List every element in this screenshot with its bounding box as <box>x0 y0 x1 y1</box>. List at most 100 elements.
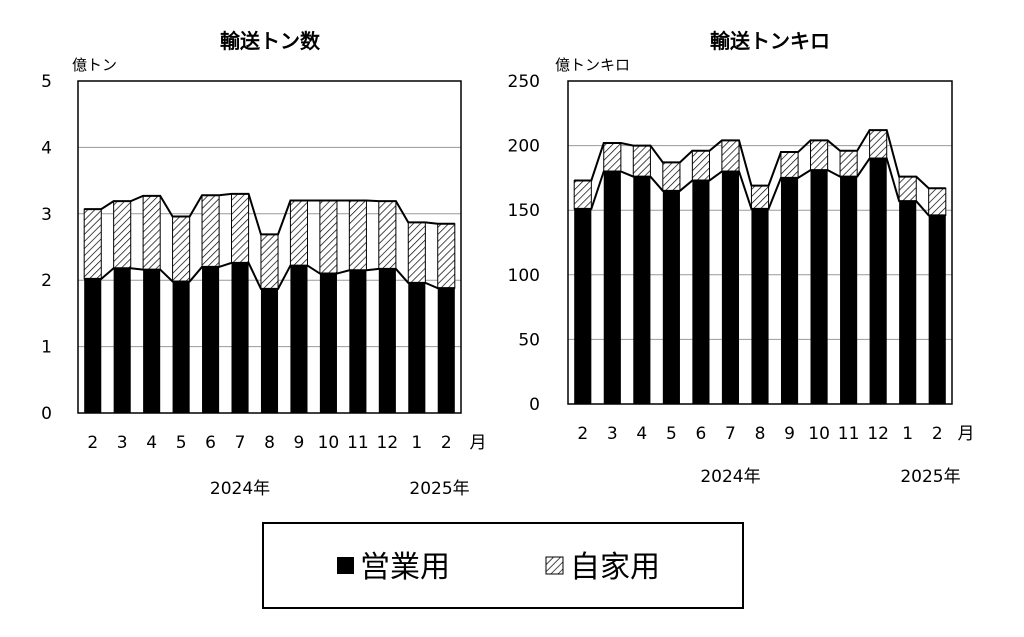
c0-xtick-label: 12 <box>377 433 399 453</box>
c0-bar-commercial <box>113 268 131 413</box>
c0-xtick-label: 2 <box>441 433 452 453</box>
legend-swatch-private <box>545 556 564 575</box>
c0-plot-frame <box>77 80 462 414</box>
legend-swatch-commercial <box>337 557 354 574</box>
c1-bar-commercial <box>928 215 946 404</box>
c0-bar-commercial <box>172 281 190 413</box>
c1-bar-commercial <box>810 170 828 404</box>
legend-box <box>262 522 744 609</box>
c1-bar-private <box>898 176 917 202</box>
c1-line-commercial <box>574 157 946 217</box>
c0-bar-commercial <box>231 262 249 413</box>
c1-xtick-label: 6 <box>696 424 707 444</box>
c0-bar-private <box>201 194 220 268</box>
c0-xtick-label: 6 <box>205 433 216 453</box>
c1-bar-commercial <box>662 190 680 404</box>
c0-bar-commercial <box>437 288 455 413</box>
c0-bar-private <box>289 200 309 267</box>
legend-label-commercial: 営業用 <box>360 550 450 585</box>
c0-bar-private <box>142 195 161 271</box>
c1-bar-commercial <box>869 158 887 404</box>
legend: 営業用 自家用 <box>262 522 744 609</box>
c0-ytick-label: 5 <box>41 72 52 92</box>
c0-xtick-label: 2 <box>87 433 98 453</box>
c1-bar-commercial <box>692 180 710 404</box>
c0-ytick-label: 2 <box>41 271 52 291</box>
c1-xtick-label: 10 <box>808 424 830 444</box>
c0-bar-private <box>437 223 456 289</box>
c1-xtick-label: 12 <box>867 424 889 444</box>
c1-bar-commercial <box>603 171 621 404</box>
c1-xtick-label: 11 <box>838 424 860 444</box>
c0-bar-private <box>230 193 250 264</box>
c1-bar-commercial <box>721 171 740 404</box>
c0-ylabel: 億トン <box>72 56 117 74</box>
c0-year-label: 2025年 <box>409 479 469 499</box>
c0-bar-commercial <box>84 278 102 413</box>
c0-xtick-label: 1 <box>411 433 422 453</box>
c0-bar-commercial <box>143 269 161 413</box>
c1-bar-private <box>810 139 829 171</box>
c0-xtick-label: 11 <box>347 433 369 453</box>
c1-title: 輸送トンキロ <box>710 29 830 53</box>
c1-xtick-label: 1 <box>902 424 913 444</box>
c1-bar-private <box>839 150 858 178</box>
c0-bar-private <box>407 221 426 284</box>
c1-bar-commercial <box>574 208 592 404</box>
c1-xtick-label: 4 <box>636 424 647 444</box>
c0-xunit: 月 <box>470 433 487 453</box>
c0-ytick-label: 1 <box>41 338 52 358</box>
c1-ylabel: 億トンキロ <box>555 56 630 74</box>
c1-xtick-label: 8 <box>755 424 766 444</box>
c1-bar-private <box>632 145 651 178</box>
c0-bar-private <box>172 215 191 283</box>
c0-xtick-label: 3 <box>117 433 128 453</box>
c0-title: 輸送トン数 <box>220 29 321 53</box>
c1-ytick-label: 250 <box>508 72 540 92</box>
c1-bar-private <box>869 129 888 160</box>
c1-bar-commercial <box>899 201 917 404</box>
c0-xtick-label: 8 <box>264 433 275 453</box>
c0-ytick-label: 0 <box>41 404 52 424</box>
c1-ytick-label: 50 <box>518 330 540 350</box>
c1-bar-private <box>750 185 770 210</box>
c0-ytick-label: 3 <box>41 205 52 225</box>
c1-xtick-label: 5 <box>666 424 677 444</box>
c0-bar-commercial <box>290 265 308 413</box>
c1-bar-commercial <box>840 176 858 404</box>
c1-ytick-label: 0 <box>529 395 540 415</box>
c0-bar-private <box>113 200 132 269</box>
c0-bar-commercial <box>378 268 396 413</box>
c1-ytick-label: 200 <box>508 137 540 157</box>
c0-ytick-label: 4 <box>41 138 52 158</box>
c1-line-total <box>574 129 946 190</box>
c1-year-label: 2025年 <box>900 467 960 487</box>
c0-line-commercial <box>84 261 455 290</box>
c0-bar-commercial <box>260 288 279 413</box>
c1-year-label: 2024年 <box>700 467 760 487</box>
c0-line-total <box>84 192 455 236</box>
c1-bar-commercial <box>751 208 769 404</box>
c0-bar-commercial <box>319 273 337 413</box>
c1-bar-private <box>928 187 947 216</box>
c1-xtick-label: 9 <box>784 424 795 444</box>
legend-label-private: 自家用 <box>570 550 660 585</box>
c0-bar-private <box>378 200 397 270</box>
c1-xtick-label: 7 <box>725 424 736 444</box>
c0-bar-private <box>260 233 279 290</box>
c0-bar-commercial <box>349 270 367 413</box>
c0-xtick-label: 4 <box>146 433 157 453</box>
c1-ytick-label: 150 <box>508 201 540 221</box>
c1-xunit: 月 <box>958 424 975 444</box>
c1-bar-private <box>573 179 592 210</box>
c0-xtick-label: 9 <box>294 433 305 453</box>
c0-xtick-label: 10 <box>318 433 340 453</box>
c0-bar-commercial <box>202 266 220 413</box>
c1-bar-private <box>691 150 710 181</box>
c1-xtick-label: 2 <box>577 424 588 444</box>
c1-bar-private <box>662 161 681 192</box>
c1-bar-private <box>721 139 740 172</box>
c1-xtick-label: 2 <box>932 424 943 444</box>
c0-bar-commercial <box>408 282 426 413</box>
c1-ytick-label: 100 <box>508 266 540 286</box>
